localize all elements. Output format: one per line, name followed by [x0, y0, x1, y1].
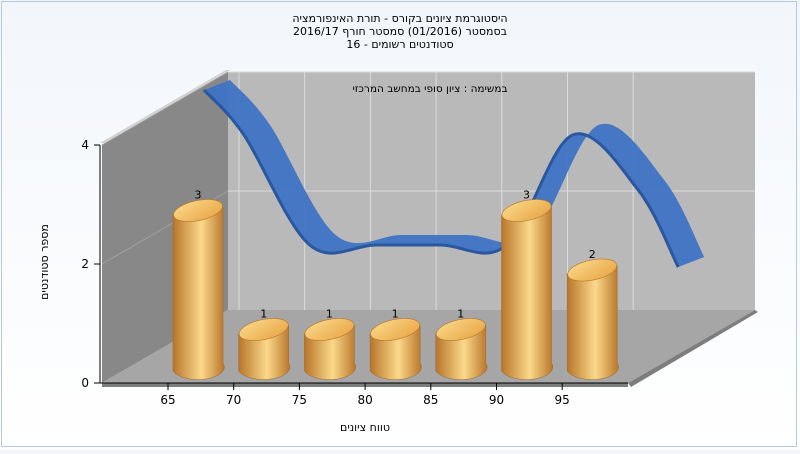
bar: 2: [566, 248, 619, 380]
x-tick-label: 85: [423, 393, 438, 407]
ribbon-edge: [202, 88, 680, 268]
bar-data-label: 3: [523, 189, 530, 202]
bar-cap: [370, 318, 420, 341]
chart-subtitle: במשימה : ציון סופי במחשב המרכזי: [352, 83, 507, 95]
side-gridline: [101, 71, 229, 146]
distribution-ribbon: [202, 80, 705, 268]
x-tick-label: 75: [292, 393, 307, 407]
bar-data-label: 3: [195, 189, 202, 202]
bar-data-label: 2: [589, 248, 596, 261]
bar: 3: [501, 189, 554, 380]
y-tick-label: 2: [81, 257, 89, 271]
bar-cap: [238, 318, 289, 341]
bar-cap: [173, 199, 223, 222]
x-tick-label: 90: [489, 393, 504, 407]
y-axis-label: מספר סטודנטים: [38, 224, 51, 300]
bar: 1: [435, 308, 488, 380]
bar: 1: [304, 308, 356, 380]
y-tick-label: 0: [81, 376, 89, 390]
x-tick-label: 95: [555, 393, 570, 407]
bar-data-label: 1: [392, 308, 399, 321]
bar-cap: [304, 318, 355, 341]
bar-body: [501, 206, 554, 380]
bar-cap: [567, 258, 618, 282]
bar-body: [566, 265, 619, 380]
bar: 3: [172, 189, 225, 380]
bar-cap: [435, 318, 486, 341]
bar-data-label: 1: [457, 308, 464, 321]
x-tick-label: 65: [160, 393, 175, 407]
floor-right-edge: [628, 310, 758, 387]
bar: 1: [238, 308, 291, 380]
side-wall-top-edge: [100, 70, 230, 143]
x-axis-label: טווח ציונים: [340, 421, 390, 434]
bar-cap: [501, 199, 552, 222]
y-tick-label: 4: [81, 138, 89, 152]
x-tick-label: 70: [226, 393, 241, 407]
bars: 3 1 1 1 1 3 2: [172, 189, 619, 380]
bar-body: [172, 206, 225, 380]
bar-data-label: 1: [260, 308, 267, 321]
chart-title-line-1: היסטוגרמת ציונים בקורס - תורת האינפורמצי…: [292, 12, 507, 25]
x-tick-label: 80: [357, 393, 372, 407]
chart-title-line-2: בסמסטר (01/2016) סמסטר חורף 2016/17: [293, 25, 507, 38]
bar: 1: [369, 308, 422, 380]
bar-data-label: 1: [326, 308, 333, 321]
axes: 0 2 4 65 70 75 80 85 90 95: [81, 138, 628, 407]
chart-title-line-3: סטודנטים רשומים - 16: [346, 38, 453, 51]
